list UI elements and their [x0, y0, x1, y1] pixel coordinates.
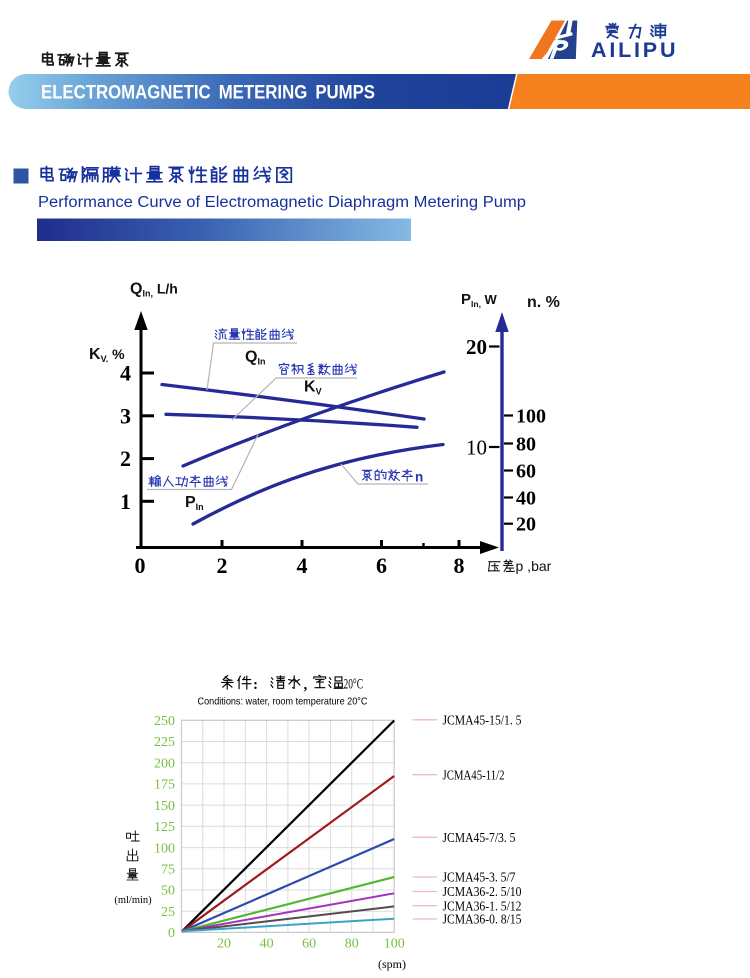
- svg-text:JCMA45-7/3. 5: JCMA45-7/3. 5: [443, 830, 516, 845]
- svg-text:80: 80: [345, 937, 359, 952]
- svg-text:200: 200: [154, 756, 175, 771]
- svg-text:ELECTROMAGNETIC METERING PUMPS: ELECTROMAGNETIC METERING PUMPS: [41, 82, 375, 104]
- svg-text:80: 80: [516, 434, 536, 456]
- svg-text:PIn: PIn: [185, 494, 204, 512]
- svg-text:3: 3: [120, 403, 131, 428]
- svg-text:Conditions: water, room temper: Conditions: water, room temperature 20°C: [198, 696, 368, 708]
- svg-text:n: n: [415, 470, 423, 485]
- svg-text:10: 10: [466, 436, 487, 460]
- svg-text:25: 25: [161, 905, 175, 920]
- svg-text:175: 175: [154, 778, 175, 793]
- svg-text:0: 0: [168, 926, 175, 941]
- svg-text:20: 20: [217, 937, 231, 952]
- svg-text:2: 2: [217, 553, 228, 578]
- svg-text:,: ,: [304, 677, 308, 693]
- svg-text:JCMA45-11/2: JCMA45-11/2: [443, 767, 505, 782]
- svg-text:150: 150: [154, 799, 175, 814]
- svg-text:6: 6: [376, 553, 387, 578]
- svg-text:QIn, L/h: QIn, L/h: [130, 281, 178, 299]
- svg-text:100: 100: [516, 406, 546, 428]
- svg-text:PIn, W: PIn, W: [461, 291, 498, 309]
- svg-text:2: 2: [120, 446, 131, 471]
- svg-text:0: 0: [135, 553, 146, 578]
- svg-text:60: 60: [516, 461, 536, 483]
- svg-text:100: 100: [154, 841, 175, 856]
- svg-text:40: 40: [516, 488, 536, 510]
- svg-text:KV. %: KV. %: [89, 346, 125, 364]
- svg-text:p ,bar: p ,bar: [516, 558, 552, 574]
- svg-text:1: 1: [120, 489, 131, 514]
- svg-text:4: 4: [120, 361, 131, 386]
- svg-text:20°C: 20°C: [344, 677, 364, 693]
- svg-text:75: 75: [161, 863, 175, 878]
- svg-text:50: 50: [161, 884, 175, 899]
- svg-text:(spm): (spm): [378, 957, 406, 971]
- svg-text::: :: [253, 677, 258, 693]
- svg-text:QIn: QIn: [245, 349, 265, 367]
- svg-text:100: 100: [384, 937, 405, 952]
- svg-text:JCMA36-2. 5/10: JCMA36-2. 5/10: [443, 884, 522, 899]
- svg-text:20: 20: [466, 335, 487, 359]
- svg-text:JCMA45-15/1. 5: JCMA45-15/1. 5: [443, 713, 522, 728]
- svg-text:(ml/min): (ml/min): [114, 895, 152, 906]
- svg-text:40: 40: [260, 937, 274, 952]
- svg-text:JCMA36-1. 5/12: JCMA36-1. 5/12: [443, 898, 522, 913]
- svg-text:125: 125: [154, 820, 175, 835]
- svg-text:20: 20: [516, 514, 536, 536]
- svg-text:KV: KV: [304, 379, 322, 397]
- svg-text:60: 60: [302, 937, 316, 952]
- svg-text:JCMA45-3. 5/7: JCMA45-3. 5/7: [443, 870, 516, 885]
- svg-text:n. %: n. %: [527, 294, 560, 311]
- svg-text:AILIPU: AILIPU: [591, 38, 678, 62]
- svg-text:4: 4: [297, 553, 308, 578]
- svg-text:8: 8: [454, 553, 465, 578]
- svg-text:250: 250: [154, 714, 175, 729]
- svg-text:225: 225: [154, 735, 175, 750]
- svg-text:Performance Curve of Electroma: Performance Curve of Electromagnetic Dia…: [38, 194, 526, 211]
- svg-text:JCMA36-0. 8/15: JCMA36-0. 8/15: [443, 912, 522, 927]
